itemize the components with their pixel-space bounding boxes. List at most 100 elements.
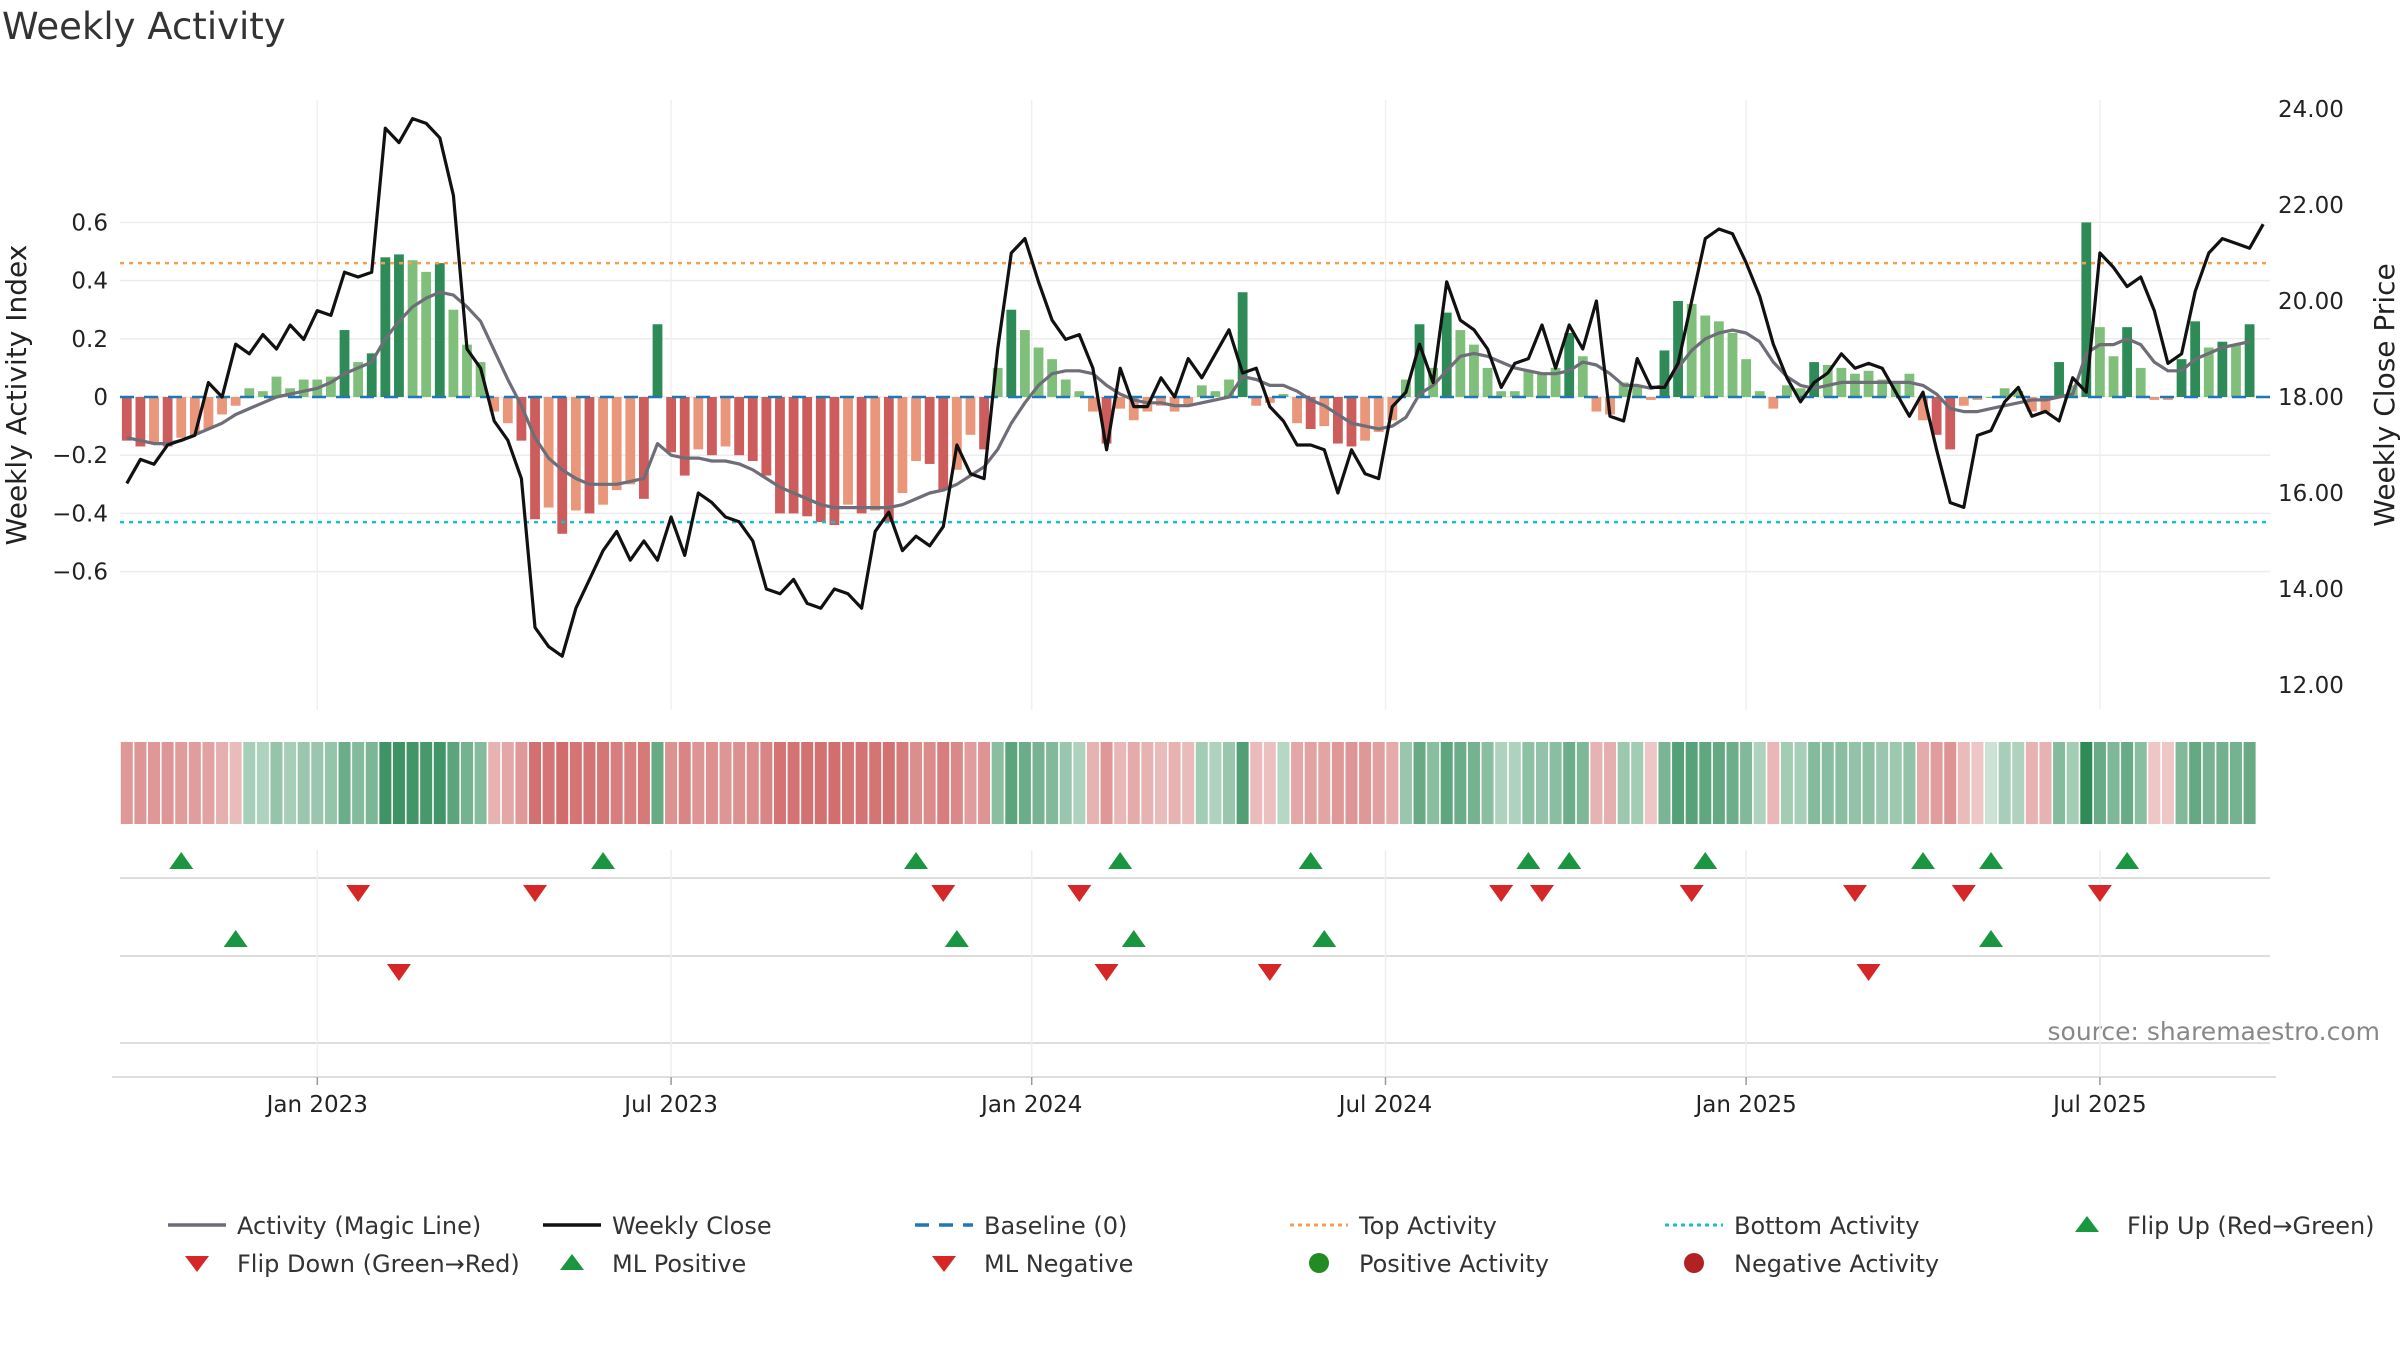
- activity-bar: [257, 391, 268, 397]
- ml-negative-marker: [386, 964, 411, 981]
- activity-bar: [203, 397, 214, 430]
- strip-cell: [338, 742, 351, 824]
- activity-bar: [1319, 397, 1330, 427]
- ml-positive-marker: [1979, 930, 2004, 947]
- activity-bar: [230, 397, 241, 406]
- activity-bar: [217, 397, 227, 415]
- activity-bar: [924, 397, 935, 464]
- strip-cell: [1481, 742, 1494, 824]
- strip-cell: [1154, 742, 1167, 824]
- activity-bar: [1673, 300, 1683, 397]
- strip-cell: [556, 742, 569, 824]
- strip-cell: [1508, 742, 1521, 824]
- strip-cell: [311, 742, 324, 824]
- activity-bar: [1441, 312, 1452, 397]
- strip-cell: [1236, 742, 1249, 824]
- activity-bar: [1877, 379, 1888, 397]
- strip-cell: [1998, 742, 2011, 824]
- activity-bar: [1264, 397, 1275, 403]
- strip-cell: [1631, 742, 1644, 824]
- activity-bar: [1918, 397, 1928, 421]
- activity-bar: [911, 397, 921, 462]
- strip-cell: [665, 742, 678, 824]
- activity-bar: [462, 344, 472, 397]
- strip-cell: [964, 742, 977, 824]
- strip-cell: [637, 742, 650, 824]
- y-tick-label: 0.2: [71, 327, 108, 353]
- activity-bar: [2244, 324, 2255, 397]
- strip-cell: [2039, 742, 2052, 824]
- flip-down-marker: [1529, 885, 1554, 902]
- activity-bar: [1414, 324, 1425, 397]
- activity-bar: [516, 397, 527, 441]
- flip-up-marker: [1516, 852, 1541, 869]
- strip-cell: [733, 742, 746, 824]
- strip-cell: [2053, 742, 2066, 824]
- activity-bar: [1509, 391, 1520, 397]
- y-tick-label: 0.4: [71, 269, 108, 295]
- flip-up-marker: [1108, 852, 1133, 869]
- activity-bar: [734, 397, 745, 456]
- activity-bar: [1033, 347, 1044, 397]
- strip-cell: [801, 742, 814, 824]
- flip-up-marker: [2115, 852, 2140, 869]
- activity-bar: [1904, 373, 1915, 397]
- strip-cell: [869, 742, 882, 824]
- strip-cell: [746, 742, 759, 824]
- activity-bar: [489, 397, 500, 412]
- activity-bar: [1850, 373, 1860, 397]
- activity-bar: [598, 397, 608, 505]
- activity-bar: [870, 397, 881, 511]
- activity-bar: [856, 397, 867, 514]
- strip-cell: [2189, 742, 2202, 824]
- strip-cell: [501, 742, 514, 824]
- y2-axis-label: Weekly Close Price: [2368, 263, 2400, 526]
- strip-cell: [1726, 742, 1739, 824]
- strip-cell: [1576, 742, 1589, 824]
- strip-cell: [569, 742, 582, 824]
- activity-bar: [1183, 397, 1194, 406]
- strip-cell: [2107, 742, 2120, 824]
- strip-cell: [515, 742, 528, 824]
- strip-cell: [1590, 742, 1603, 824]
- strip-cell: [1535, 742, 1548, 824]
- strip-cell: [161, 742, 174, 824]
- activity-bar: [339, 330, 350, 397]
- activity-bar: [775, 397, 785, 514]
- activity-bar: [353, 362, 364, 397]
- activity-bar: [1128, 397, 1139, 421]
- flip-up-marker: [1298, 852, 1323, 869]
- activity-bar: [1332, 397, 1343, 444]
- activity-bar: [1768, 397, 1779, 409]
- activity-bar: [271, 376, 282, 397]
- flip-down-marker: [931, 885, 956, 902]
- strip-cell: [1467, 742, 1480, 824]
- strip-cell: [1917, 742, 1930, 824]
- flip-down-marker: [346, 885, 371, 902]
- strip-cell: [2216, 742, 2229, 824]
- activity-bar: [366, 353, 377, 397]
- activity-bar: [720, 397, 731, 447]
- series-lines: [120, 116, 2270, 658]
- strip-cell: [760, 742, 773, 824]
- strip-cell: [1889, 742, 1902, 824]
- strip-cell: [1821, 742, 1834, 824]
- activity-bar: [2135, 367, 2146, 397]
- strip-cell: [148, 742, 161, 824]
- strip-cell: [910, 742, 923, 824]
- strip-cell: [1168, 742, 1181, 824]
- legend-swatch-down-triangle: [185, 1256, 209, 1272]
- x-tick-label: Jan 2023: [265, 1092, 368, 1118]
- activity-bar: [951, 397, 962, 470]
- strip-cell: [134, 742, 147, 824]
- activity-bar: [2163, 397, 2173, 400]
- activity-bar: [1945, 397, 1956, 450]
- strip-cell: [1277, 742, 1290, 824]
- strip-cell: [1127, 742, 1140, 824]
- strip-cell: [1658, 742, 1671, 824]
- activity-bar: [883, 397, 894, 523]
- activity-bar: [1809, 362, 1820, 397]
- activity-bar: [1047, 359, 1058, 397]
- activity-bar: [1305, 397, 1316, 430]
